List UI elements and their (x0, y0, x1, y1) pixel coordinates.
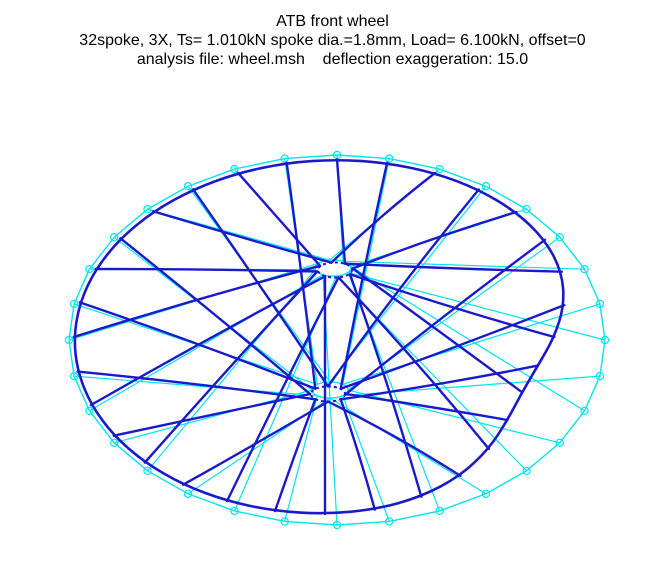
deformed-spoke (344, 238, 547, 396)
undeformed-wheel (64, 150, 610, 530)
deformed-spoke (326, 188, 480, 388)
undeformed-rim-node (64, 335, 74, 345)
deformed-spoke (273, 398, 317, 513)
undeformed-rim-node (435, 164, 444, 174)
undeformed-spoke (350, 265, 585, 412)
deformed-spoke (191, 188, 330, 388)
undeformed-rim-node (230, 164, 239, 174)
undeformed-rim-node (85, 406, 94, 415)
deformed-spoke (351, 267, 524, 394)
undeformed-rim-node (522, 466, 531, 475)
undeformed-rim-node (580, 406, 589, 415)
undeformed-rim-node (600, 335, 610, 345)
undeformed-rim-node (481, 489, 491, 498)
deformed-spoke (330, 171, 437, 264)
deformed-spoke (89, 275, 327, 407)
undeformed-rim-node (183, 181, 193, 191)
deformed-spoke (112, 392, 312, 437)
undeformed-rim-node (522, 204, 531, 214)
deformed-spoke (285, 161, 317, 390)
deformed-spoke (339, 303, 566, 390)
undeformed-spoke (347, 271, 606, 341)
deformed-spoke (348, 273, 423, 498)
deformed-rim (73, 158, 565, 515)
deformed-spoke (339, 398, 376, 511)
undeformed-spoke (114, 389, 313, 444)
undeformed-rim-node (183, 489, 193, 498)
undeformed-rim-node (595, 371, 605, 381)
deformed-spoke (94, 267, 319, 273)
deformed-spoke (236, 171, 322, 267)
deformed-spoke (181, 400, 330, 486)
deformed-wheel (72, 158, 566, 516)
undeformed-rim-node (69, 371, 79, 381)
deformed-spoke (335, 158, 347, 265)
undeformed-rim-node (109, 438, 119, 447)
title-block: ATB front wheel 32spoke, 3X, Ts= 1.010kN… (0, 12, 665, 69)
undeformed-rim-node (332, 520, 342, 530)
undeformed-rim-node (385, 154, 394, 163)
deformed-spoke (119, 237, 312, 396)
deformed-spoke (152, 210, 333, 264)
undeformed-rim-node (143, 466, 152, 475)
deformed-spoke (348, 273, 556, 339)
deformed-spoke (143, 270, 319, 464)
undeformed-spoke (74, 375, 318, 397)
undeformed-spoke (284, 395, 318, 522)
deformed-hub (316, 261, 354, 279)
undeformed-rim-node (555, 438, 565, 447)
undeformed-rim-node (435, 506, 444, 516)
undeformed-rim-node (580, 265, 589, 274)
undeformed-rim-node (595, 299, 605, 309)
deformed-spoke (78, 301, 317, 390)
undeformed-spoke (342, 395, 390, 522)
figure-caption: analysis file: wheel.msh deflection exag… (136, 51, 529, 68)
figure-subtitle: 32spoke, 3X, Ts= 1.010kN spoke dia.=1.8m… (79, 32, 586, 49)
deformed-spoke (76, 370, 317, 401)
undeformed-spoke (329, 397, 487, 495)
undeformed-rim-node (230, 506, 239, 516)
undeformed-spoke (342, 158, 390, 385)
undeformed-rim-node (143, 204, 152, 214)
deformed-spoke (225, 276, 340, 503)
undeformed-spoke (342, 260, 585, 270)
undeformed-rim-node (555, 232, 565, 242)
deformed-spoke (343, 262, 563, 273)
undeformed-rim-node (280, 154, 289, 163)
figure-title: ATB front wheel (276, 13, 389, 30)
undeformed-rim-node (385, 517, 394, 526)
deformed-spoke (351, 210, 518, 270)
undeformed-rim-node (85, 265, 94, 274)
undeformed-rim-node (280, 517, 289, 526)
undeformed-rim-node (69, 299, 79, 309)
undeformed-rim-node (481, 181, 491, 191)
undeformed-rim-node (109, 232, 119, 242)
deformed-spoke (344, 392, 509, 422)
